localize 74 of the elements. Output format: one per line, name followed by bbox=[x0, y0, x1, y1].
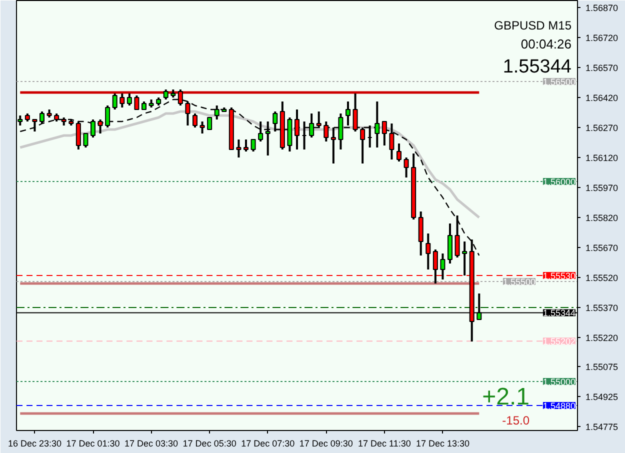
candlestick bbox=[214, 104, 220, 120]
candlestick bbox=[316, 110, 322, 128]
ref-line-label: 1.54880 bbox=[542, 401, 576, 411]
candlestick bbox=[462, 240, 468, 276]
y-tick-label: 1.55370 bbox=[586, 303, 618, 313]
candlestick bbox=[192, 112, 198, 128]
annotation: 1.55344 bbox=[502, 56, 572, 78]
ref-line-label: 1.55344 bbox=[542, 308, 576, 318]
candlestick bbox=[382, 120, 387, 146]
y-tick-label: 1.55970 bbox=[586, 183, 618, 193]
x-tick-label: 17 Dec 11:30 bbox=[358, 438, 411, 448]
candlestick bbox=[200, 120, 205, 134]
candlestick bbox=[250, 138, 256, 152]
y-tick-label: 1.55220 bbox=[586, 333, 618, 343]
y-tick-label: 1.54925 bbox=[586, 392, 618, 402]
ref-line-label: 1.55000 bbox=[542, 377, 576, 387]
candlestick bbox=[440, 252, 446, 280]
ref-line-label: 1.55500 bbox=[502, 277, 536, 287]
candlestick bbox=[98, 118, 103, 134]
candlestick bbox=[105, 104, 110, 128]
y-tick-label: 1.56270 bbox=[586, 123, 618, 133]
candlestick bbox=[404, 156, 409, 178]
candlestick bbox=[389, 122, 394, 160]
y-tick-label: 1.55520 bbox=[586, 273, 618, 283]
annotation: +2.1 bbox=[482, 384, 530, 410]
x-tick-label: 17 Dec 07:30 bbox=[241, 438, 295, 448]
candlestick bbox=[126, 92, 132, 106]
candlestick bbox=[39, 110, 45, 124]
ref-line-label: 1.56500 bbox=[542, 77, 576, 87]
ref-line-label: 1.55202 bbox=[542, 336, 576, 347]
candlestick bbox=[324, 120, 329, 142]
x-tick-label: 16 Dec 23:30 bbox=[8, 438, 62, 448]
x-tick-label: 17 Dec 03:30 bbox=[124, 438, 178, 448]
y-tick-label: 1.55670 bbox=[586, 243, 618, 253]
y-tick-label: 1.56570 bbox=[586, 63, 618, 73]
candlestick bbox=[272, 110, 278, 132]
candlestick bbox=[120, 92, 125, 108]
candlestick bbox=[236, 138, 242, 158]
y-tick-label: 1.55075 bbox=[586, 362, 618, 372]
candlestick bbox=[207, 117, 212, 130]
x-tick-label: 17 Dec 13:30 bbox=[416, 438, 470, 448]
y-tick-label: 1.54775 bbox=[586, 422, 618, 432]
candlestick bbox=[32, 118, 38, 132]
annotation: -15.0 bbox=[502, 414, 530, 428]
candlestick bbox=[396, 142, 402, 162]
candlestick bbox=[90, 118, 96, 138]
candlestick bbox=[112, 92, 118, 110]
candlestick bbox=[294, 108, 300, 150]
y-tick-label: 1.56120 bbox=[586, 153, 618, 163]
candlestick bbox=[426, 232, 431, 270]
x-tick-label: 17 Dec 01:30 bbox=[66, 438, 120, 448]
y-tick-label: 1.55820 bbox=[586, 213, 618, 223]
y-tick-label: 1.56870 bbox=[586, 3, 618, 13]
candlestick bbox=[338, 112, 344, 150]
candlestick bbox=[258, 120, 264, 142]
candlestick bbox=[243, 138, 249, 152]
candlestick bbox=[330, 126, 336, 164]
ref-line-label: 1.55530 bbox=[542, 271, 576, 281]
y-tick-label: 1.56420 bbox=[586, 93, 618, 103]
candlestick bbox=[265, 120, 270, 156]
x-tick-label: 17 Dec 09:30 bbox=[299, 438, 353, 448]
ref-line-label: 1.56000 bbox=[542, 177, 576, 187]
annotation: GBPUSD M15 bbox=[494, 18, 572, 32]
candlestick bbox=[134, 94, 140, 110]
candlestick bbox=[76, 120, 81, 150]
candlestick bbox=[360, 126, 366, 164]
x-tick-label: 17 Dec 05:30 bbox=[182, 438, 236, 448]
candlestick bbox=[418, 210, 424, 256]
candlestick bbox=[83, 132, 88, 148]
annotation: 00:04:26 bbox=[520, 36, 572, 52]
y-tick-label: 1.56720 bbox=[586, 33, 618, 43]
candlestick bbox=[163, 88, 168, 100]
candlestick bbox=[309, 112, 314, 138]
candlestick bbox=[447, 222, 453, 264]
